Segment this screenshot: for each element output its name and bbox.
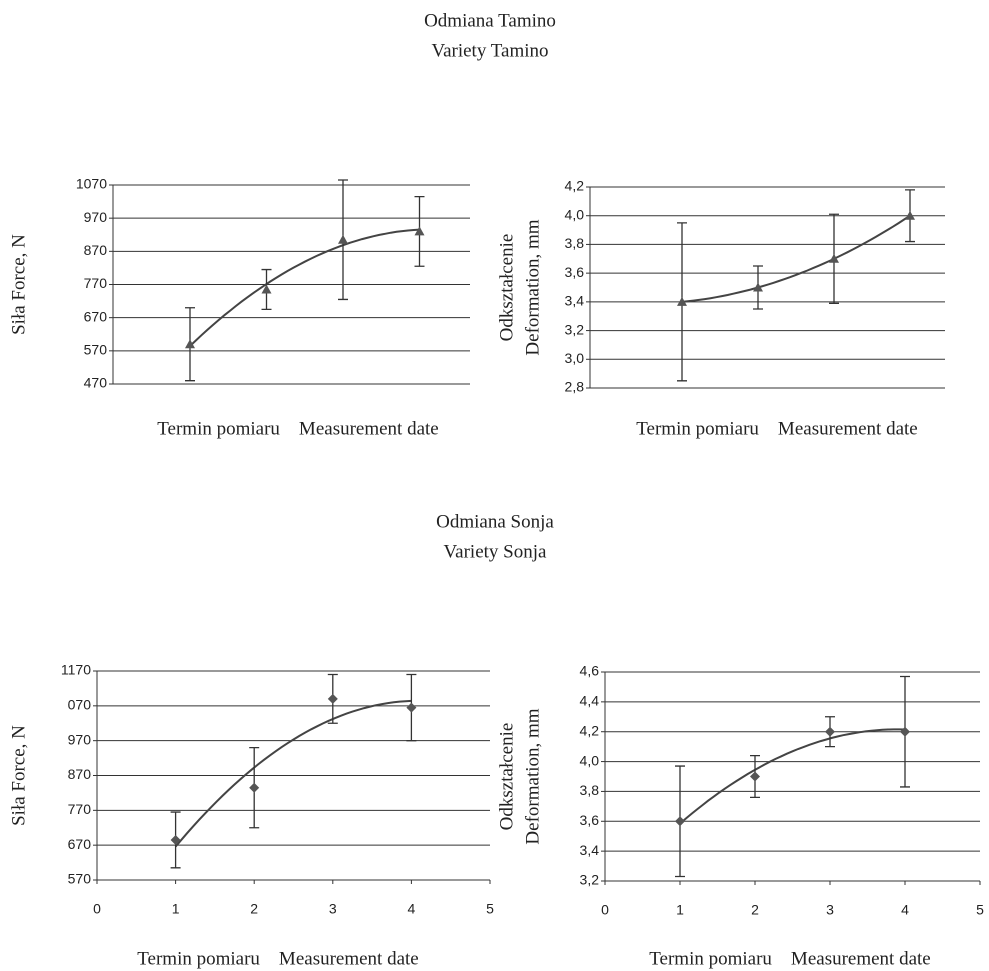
y-axis-label: Deformation, mm <box>522 219 543 355</box>
marker <box>905 210 915 220</box>
marker <box>825 726 835 737</box>
heading: Variety Sonja <box>444 541 547 562</box>
x-tick-label: 5 <box>486 901 494 917</box>
x-tick-label: 3 <box>329 901 337 917</box>
y-tick-label: 3,4 <box>580 842 600 858</box>
y-tick-label: 770 <box>84 275 108 291</box>
x-tick-label: 3 <box>826 902 834 918</box>
y-tick-label: 970 <box>68 731 92 747</box>
marker <box>677 296 687 306</box>
x-tick-label: 2 <box>250 901 258 917</box>
y-tick-label: 870 <box>68 766 92 782</box>
y-tick-label: 070 <box>68 697 92 713</box>
marker <box>675 816 685 827</box>
x-tick-label: 2 <box>751 902 759 918</box>
trend-line <box>679 728 906 825</box>
y-tick-label: 3,2 <box>580 872 600 888</box>
heading: Variety Tamino <box>431 40 548 61</box>
y-tick-label: 1170 <box>61 662 91 678</box>
x-axis-label: Termin pomiaru Measurement date <box>636 418 917 439</box>
marker <box>249 782 260 793</box>
x-tick-label: 4 <box>901 902 909 918</box>
y-tick-label: 4,0 <box>565 206 585 222</box>
y-tick-label: 570 <box>84 342 108 358</box>
y-tick-label: 3,4 <box>565 293 585 309</box>
y-tick-label: 670 <box>68 836 92 852</box>
x-tick-label: 1 <box>676 902 684 918</box>
marker <box>185 339 195 349</box>
marker <box>753 282 763 292</box>
marker <box>338 234 348 244</box>
y-tick-label: 1070 <box>76 176 107 192</box>
y-tick-label: 3,6 <box>580 812 600 828</box>
x-tick-label: 1 <box>172 901 180 917</box>
x-axis-label: Termin pomiaru Measurement date <box>649 948 930 969</box>
heading: Odmiana Tamino <box>424 10 556 31</box>
y-tick-label: 2,8 <box>565 379 585 395</box>
marker <box>261 284 272 294</box>
y-tick-label: 4,6 <box>580 663 600 679</box>
marker <box>414 226 425 236</box>
y-axis-label: Odkształcenie <box>496 234 517 342</box>
y-tick-label: 570 <box>68 871 92 887</box>
y-tick-label: 4,0 <box>580 752 600 768</box>
x-axis-label: Termin pomiaru Measurement date <box>157 418 438 439</box>
y-tick-label: 970 <box>84 209 108 225</box>
marker <box>900 726 910 737</box>
marker <box>327 693 338 704</box>
marker <box>750 771 760 782</box>
x-axis-label: Termin pomiaru Measurement date <box>137 948 418 969</box>
x-tick-label: 5 <box>976 902 984 918</box>
y-axis-label: Odkształcenie <box>496 723 517 831</box>
y-axis-label: Siła Force, N <box>8 234 29 335</box>
y-tick-label: 870 <box>84 242 108 258</box>
x-tick-label: 4 <box>408 901 416 917</box>
x-tick-label: 0 <box>601 902 609 918</box>
y-axis-label: Deformation, mm <box>522 708 543 844</box>
trend-line <box>174 699 412 848</box>
y-tick-label: 4,2 <box>580 722 600 738</box>
marker <box>170 834 181 845</box>
trend-line <box>189 228 420 347</box>
y-axis-label: Siła Force, N <box>8 725 29 826</box>
y-tick-label: 3,8 <box>565 235 585 251</box>
x-tick-label: 0 <box>93 901 101 917</box>
marker <box>829 253 839 263</box>
y-tick-label: 4,2 <box>565 178 585 194</box>
y-tick-label: 470 <box>84 375 108 391</box>
y-tick-label: 4,4 <box>580 693 600 709</box>
y-tick-label: 3,8 <box>580 782 600 798</box>
y-tick-label: 3,0 <box>565 350 585 366</box>
marker <box>406 702 417 713</box>
trend-line <box>681 214 911 303</box>
y-tick-label: 3,6 <box>565 264 585 280</box>
y-tick-label: 770 <box>68 801 92 817</box>
y-tick-label: 3,2 <box>565 321 585 337</box>
heading: Odmiana Sonja <box>436 511 554 532</box>
y-tick-label: 670 <box>84 308 108 324</box>
